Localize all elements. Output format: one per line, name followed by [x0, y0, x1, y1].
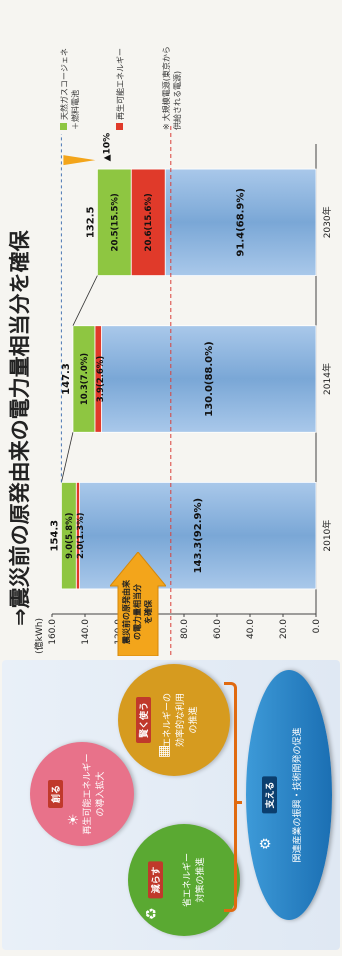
- circle-reduce-text: 省エネルギー 対策の推進: [183, 853, 206, 908]
- bar-total-label: 154.3: [49, 520, 60, 552]
- y-tick-label: 20.0: [279, 619, 289, 639]
- y-tick-label: 0.0: [312, 619, 322, 634]
- legend-renewable-swatch: [116, 123, 123, 130]
- y-tick-label: 60.0: [213, 619, 223, 639]
- bar-value-label: 91.4(68.9%): [236, 188, 247, 257]
- bar-value-label: 10.3(7.0%): [80, 353, 90, 405]
- brace-tip: [234, 801, 242, 804]
- bar-segment-cogen: [61, 482, 77, 590]
- circle-smart-use: 賢く使う ▦ エネルギーの 効率的な利用 の推進: [118, 664, 230, 776]
- circle-reduce-tag: 減らす: [148, 861, 163, 899]
- circle-smart-use-tag: 賢く使う: [136, 696, 151, 744]
- bar-value-label: 2.0(1.3%): [76, 512, 86, 559]
- recycle-icon: ♻: [144, 907, 160, 920]
- bar-total-label: 147.3: [61, 363, 72, 395]
- connector-line: [72, 275, 98, 326]
- bar-total-label: 132.5: [85, 206, 96, 238]
- circle-create-tag: 創る: [48, 779, 63, 809]
- y-tick-label: 80.0: [180, 619, 190, 639]
- power-chart: (億kWh)0.020.040.060.080.0100.0120.0140.0…: [33, 124, 333, 656]
- brace: [224, 682, 237, 912]
- bar-value-label: 20.6(15.6%): [144, 193, 154, 251]
- bar-segment-cogen: [72, 325, 96, 433]
- legend-gas-swatch: [60, 123, 67, 130]
- support-tag: 支える: [262, 776, 277, 814]
- y-tick-label: 140.0: [81, 619, 91, 645]
- support-text: 関連産業の振興・技術開発の促進: [293, 727, 303, 863]
- reduction-arrow: [63, 155, 96, 166]
- circle-create: 創る ☀ 再生可能エネルギー の導入拡大: [30, 742, 134, 846]
- bar-segment-cogen: [96, 168, 132, 277]
- bar-value-label: 3.9(2.6%): [96, 356, 106, 403]
- connector-line: [61, 432, 74, 483]
- y-tick-label: 40.0: [246, 619, 256, 639]
- legend-gas-label: 天然ガスコージェネ ＋燃料電池: [60, 48, 80, 130]
- bar-value-label: 143.3(92.9%): [193, 498, 204, 573]
- x-tick-label: 2030年: [321, 206, 333, 238]
- x-tick-label: 2010年: [321, 520, 333, 552]
- bar-value-label: 9.0(5.8%): [65, 512, 75, 559]
- legend-large-scale-label: 大規模電源(東京から 供給される電源): [162, 46, 182, 130]
- x-tick-label: 2014年: [321, 363, 333, 395]
- bar-value-label: 20.5(15.5%): [110, 193, 120, 251]
- legend-renewable-label: 再生可能エネルギー: [116, 48, 125, 120]
- solar-panel-icon: ☀: [66, 813, 82, 826]
- circle-create-text: 再生可能エネルギー の導入拡大: [83, 753, 106, 835]
- target-arrow: 震災前の原発由来 の電力量相当分 を確保: [110, 552, 166, 656]
- legend-gas: 天然ガスコージェネ ＋燃料電池: [48, 48, 81, 130]
- arrow-shape: [110, 552, 166, 656]
- gear-icon: ⚙: [258, 837, 274, 850]
- concept-diagram: 創る ☀ 再生可能エネルギー の導入拡大 減らす ♻ 省エネルギー 対策の推進 …: [2, 660, 340, 950]
- legend-large-scale-marker: ※: [162, 123, 171, 130]
- support-ellipse: ⚙ 支える 関連産業の振興・技術開発の促進: [246, 670, 332, 920]
- bar-value-label: 130.0(88.0%): [204, 341, 215, 416]
- y-axis-label: (億kWh): [33, 618, 45, 654]
- circle-smart-use-text: エネルギーの 効率的な利用 の推進: [163, 693, 199, 748]
- y-tick-label: 160.0: [48, 619, 58, 645]
- legend-large-scale: ※大規模電源(東京から 供給される電源): [150, 46, 183, 130]
- legend-renewable: 再生可能エネルギー: [104, 48, 126, 130]
- reduction-label: ▲10%: [102, 133, 112, 161]
- arrow-text: 震災前の原発由来 の電力量相当分 を確保: [122, 580, 153, 644]
